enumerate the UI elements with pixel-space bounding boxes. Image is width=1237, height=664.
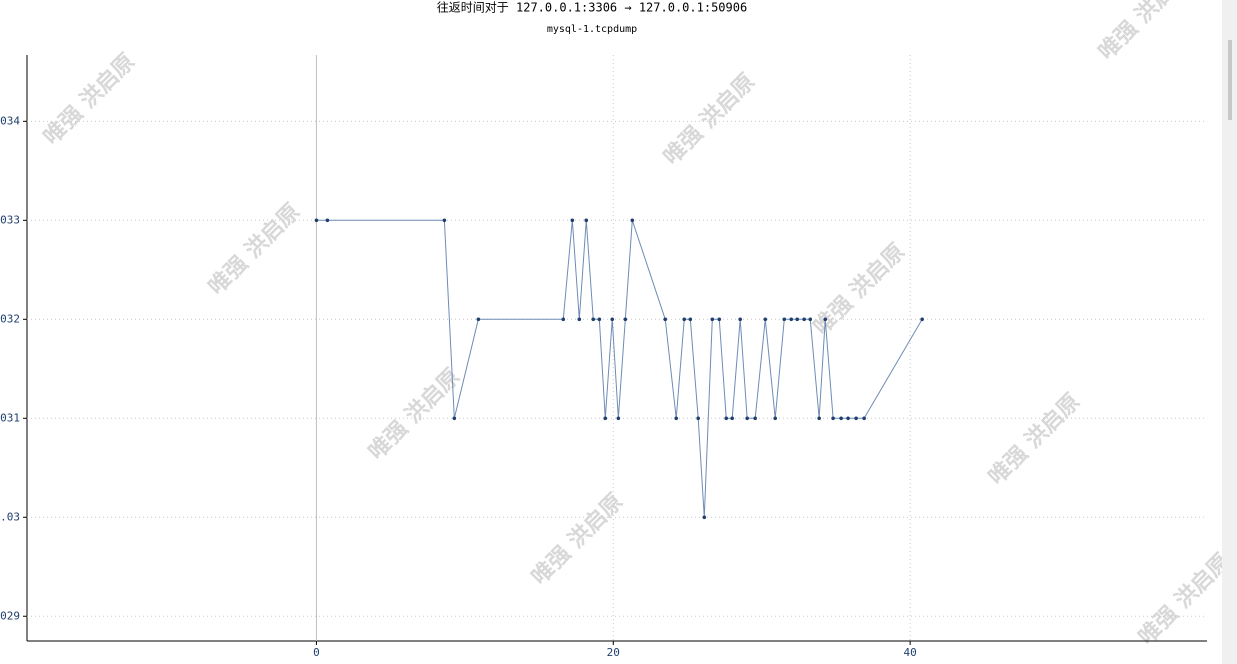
data-point	[674, 416, 679, 421]
data-point	[745, 416, 749, 421]
data-point	[577, 317, 582, 322]
data-point	[730, 416, 734, 421]
data-point	[773, 416, 778, 421]
data-point	[854, 416, 858, 421]
data-point	[570, 218, 575, 223]
watermark: 唯强 洪启原	[1093, 0, 1195, 65]
x-tick-label: 40	[904, 646, 917, 659]
series-line	[316, 219, 923, 518]
watermark: 唯强 洪启原	[983, 388, 1085, 490]
watermarks: 唯强 洪启原 唯强 洪启原 唯强 洪启原 唯强 洪启原 唯强 洪启原 唯强 洪启…	[38, 0, 1235, 650]
data-point	[325, 218, 330, 223]
x-tick-label: 20	[607, 646, 620, 659]
data-point	[591, 317, 596, 322]
data-point	[862, 416, 866, 421]
y-tick-label: 031	[0, 411, 20, 424]
data-point	[688, 317, 693, 322]
data-point	[702, 515, 707, 520]
watermark: 唯强 洪启原	[203, 198, 305, 300]
y-tick-label: 0.03	[0, 510, 20, 523]
watermark: 唯强 洪启原	[363, 363, 465, 465]
y-tick-label: 032	[0, 312, 20, 325]
scrollbar[interactable]	[1222, 0, 1237, 664]
data-point	[823, 317, 828, 322]
data-point	[831, 416, 835, 421]
data-point	[442, 218, 447, 223]
data-point	[802, 317, 806, 322]
data-point	[717, 317, 722, 322]
y-tick-label: 029	[0, 609, 20, 622]
data-point	[603, 416, 608, 421]
data-point	[920, 317, 924, 322]
data-point	[610, 317, 615, 322]
data-point	[584, 218, 589, 223]
chart-title: 往返时间对于 127.0.0.1:3306 → 127.0.0.1:50906	[437, 0, 747, 15]
data-point	[682, 317, 687, 322]
data-point	[314, 218, 319, 223]
y-tick-label: 034	[0, 114, 20, 127]
data-point	[782, 317, 787, 322]
data-point	[561, 317, 566, 322]
data-point	[623, 317, 628, 322]
watermark: 唯强 洪启原	[1133, 548, 1235, 650]
data-point	[817, 416, 821, 421]
x-tick-label: 0	[313, 646, 320, 659]
data-point	[738, 317, 742, 322]
data-point	[808, 317, 813, 322]
data-point	[452, 416, 457, 421]
y-tick-label: 033	[0, 213, 20, 226]
watermark: 唯强 洪启原	[658, 68, 760, 170]
data-point	[476, 317, 481, 322]
watermark: 唯强 洪启原	[808, 238, 910, 340]
data-point	[753, 416, 757, 421]
data-point	[846, 416, 850, 421]
data-point	[763, 317, 768, 322]
data-point	[795, 317, 799, 322]
data-point	[696, 416, 700, 421]
data-point	[616, 416, 621, 421]
data-point	[597, 317, 602, 322]
data-point	[630, 218, 635, 223]
data-point	[789, 317, 794, 322]
data-point	[724, 416, 729, 421]
data-point	[663, 317, 668, 322]
watermark: 唯强 洪启原	[38, 48, 140, 150]
data-point	[710, 317, 715, 322]
chart-subtitle: mysql-1.tcpdump	[547, 24, 637, 35]
data-point	[839, 416, 843, 421]
